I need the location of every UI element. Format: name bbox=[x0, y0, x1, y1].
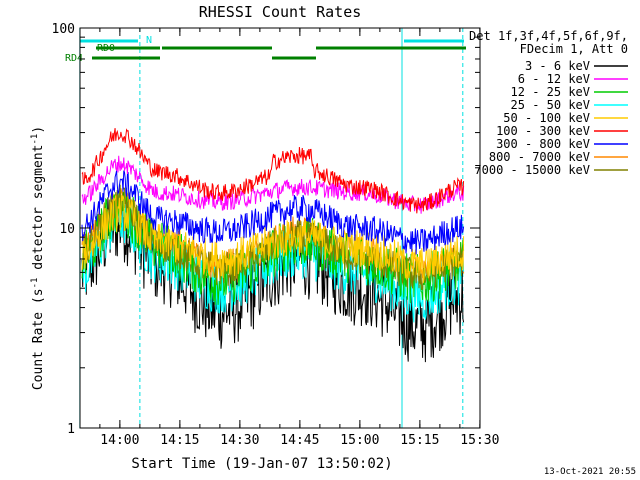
series-line bbox=[81, 170, 465, 255]
legend-entry-label: 50 - 100 keV bbox=[503, 111, 590, 125]
x-tick-label: 14:45 bbox=[280, 433, 319, 448]
legend-entry-label: 800 - 7000 keV bbox=[489, 150, 590, 164]
y-tick-label: 1 bbox=[67, 422, 75, 437]
y-axis-label-end: ) bbox=[31, 126, 46, 134]
legend-entry-label: 25 - 50 keV bbox=[511, 98, 590, 112]
legend-header-1: Det 1f,3f,4f,5f,6f,9f, bbox=[469, 29, 628, 43]
timestamp: 13-Oct-2021 20:55 bbox=[544, 467, 636, 477]
x-tick-label: 15:15 bbox=[400, 433, 439, 448]
series-group bbox=[81, 128, 465, 363]
x-axis: 14:00 14:15 14:30 14:45 15:00 15:15 15:30 bbox=[99, 28, 499, 448]
rd4-label: RD4 bbox=[65, 53, 83, 64]
x-tick-label: 14:30 bbox=[220, 433, 259, 448]
y-tick-label: 10 bbox=[59, 222, 75, 237]
legend-entry-label: 6 - 12 keV bbox=[518, 72, 590, 86]
chart-title: RHESSI Count Rates bbox=[199, 3, 362, 21]
legend-header-2: FDecim 1, Att 0 bbox=[520, 42, 628, 56]
x-tick-label: 14:15 bbox=[160, 433, 199, 448]
series-line bbox=[81, 128, 465, 214]
x-tick-label: 15:00 bbox=[340, 433, 379, 448]
legend-entry-label: 7000 - 15000 keV bbox=[474, 163, 590, 177]
legend-entry-label: 100 - 300 keV bbox=[496, 124, 590, 138]
x-axis-label: Start Time (19-Jan-07 13:50:02) bbox=[131, 456, 392, 472]
y-axis-label-mid: detector segment bbox=[31, 145, 46, 278]
y-axis-label-sup2: -1 bbox=[30, 134, 40, 145]
series-line bbox=[81, 194, 465, 284]
x-tick-label: 14:00 bbox=[100, 433, 139, 448]
legend-entry-label: 300 - 800 keV bbox=[496, 137, 590, 151]
y-tick-label: 100 bbox=[52, 22, 75, 37]
y-axis-label-sup1: -1 bbox=[30, 278, 40, 289]
legend-entry-label: 12 - 25 keV bbox=[511, 85, 590, 99]
legend-entry-label: 3 - 6 keV bbox=[525, 59, 590, 73]
y-axis: 1 10 100 bbox=[52, 22, 480, 437]
y-axis-label: Count Rate (s-1 detector segment-1) bbox=[30, 126, 46, 390]
x-tick-label: 15:30 bbox=[460, 433, 499, 448]
rd0-label: RD0 bbox=[97, 43, 115, 54]
night-label: N bbox=[146, 35, 152, 46]
legend: Det 1f,3f,4f,5f,6f,9f, FDecim 1, Att 0 3… bbox=[469, 29, 628, 177]
y-axis-label-main: Count Rate (s bbox=[31, 288, 46, 390]
